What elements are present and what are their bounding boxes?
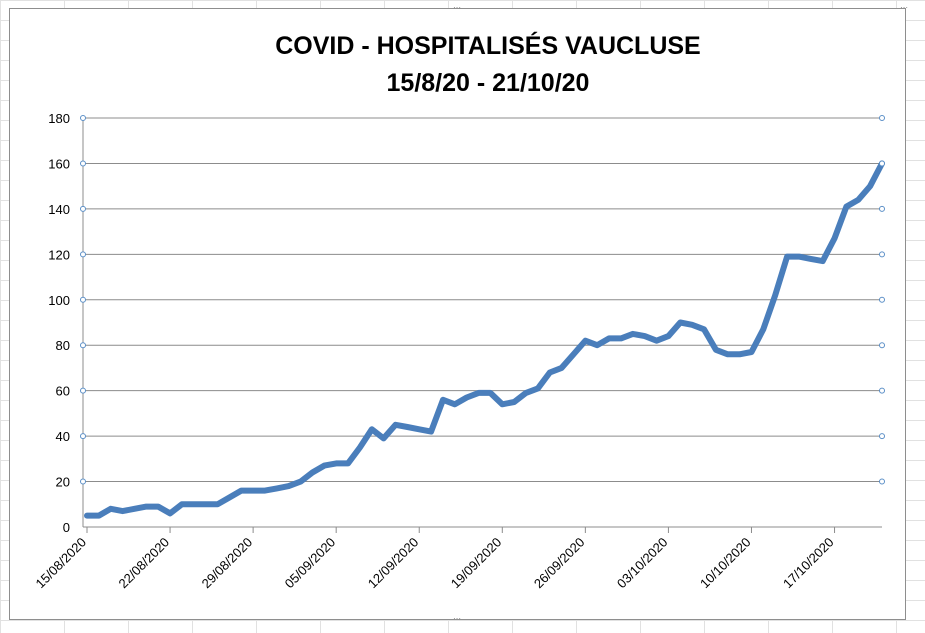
series-layer <box>84 160 885 519</box>
line-chart: COVID - HOSPITALISÉS VAUCLUSE 15/8/20 - … <box>32 31 885 592</box>
selection-handle <box>80 160 86 167</box>
selection-handle <box>879 115 885 121</box>
x-tick-label: 29/08/2020 <box>199 535 256 592</box>
x-tick-label: 26/09/2020 <box>531 535 588 592</box>
selection-handle <box>80 205 86 212</box>
y-tick-label: 180 <box>48 111 70 126</box>
selection-handle <box>879 387 885 394</box>
chart-title: COVID - HOSPITALISÉS VAUCLUSE <box>275 31 701 60</box>
selection-handle <box>80 478 86 485</box>
selection-handle <box>879 251 885 258</box>
y-tick-label: 0 <box>63 520 70 535</box>
series-line <box>84 160 885 519</box>
resize-handle-bottom[interactable]: ⋯ <box>453 614 461 623</box>
chart-area[interactable]: ⋯ ⋯ ⋯ COVID - HOSPITALISÉS VAUCLUSE 15/8… <box>9 4 908 623</box>
selection-handles <box>80 115 885 485</box>
gridlines <box>83 117 882 483</box>
selection-handle <box>80 115 86 121</box>
y-tick-label: 20 <box>56 475 70 490</box>
x-tick-label: 10/10/2020 <box>697 535 754 592</box>
y-tick-label: 80 <box>56 338 70 353</box>
x-tick-label: 15/08/2020 <box>32 535 89 592</box>
selection-handle <box>80 296 86 303</box>
selection-handle <box>879 433 885 440</box>
selection-handle <box>879 296 885 303</box>
y-tick-label: 40 <box>56 429 70 444</box>
resize-handle-top[interactable]: ⋯ <box>453 3 461 12</box>
x-tick-label: 12/09/2020 <box>365 535 422 592</box>
y-tick-label: 120 <box>48 247 70 262</box>
y-axis-labels: 0 20 40 60 80 100 120 140 160 180 <box>48 111 70 535</box>
selection-handle <box>879 478 885 485</box>
selection-handle <box>879 342 885 349</box>
resize-handle-top-right[interactable]: ⋯ <box>900 3 908 12</box>
y-tick-label: 60 <box>56 384 70 399</box>
selection-handle <box>879 205 885 212</box>
y-tick-label: 160 <box>48 156 70 171</box>
x-tick-label: 19/09/2020 <box>448 535 505 592</box>
axes <box>82 118 882 533</box>
chart-subtitle: 15/8/20 - 21/10/20 <box>387 69 590 97</box>
x-tick-label: 22/08/2020 <box>116 535 173 592</box>
x-tick-label: 17/10/2020 <box>780 535 837 592</box>
selection-handle <box>879 160 885 167</box>
selection-handle <box>80 342 86 349</box>
x-axis-labels: 15/08/2020 22/08/2020 29/08/2020 05/09/2020… <box>32 535 836 592</box>
selection-handle <box>80 387 86 394</box>
x-tick-label: 05/09/2020 <box>282 535 339 592</box>
selection-handle <box>80 433 86 440</box>
y-tick-label: 140 <box>48 202 70 217</box>
x-tick-label: 03/10/2020 <box>614 535 671 592</box>
y-tick-label: 100 <box>48 293 70 308</box>
selection-handle <box>80 251 86 258</box>
